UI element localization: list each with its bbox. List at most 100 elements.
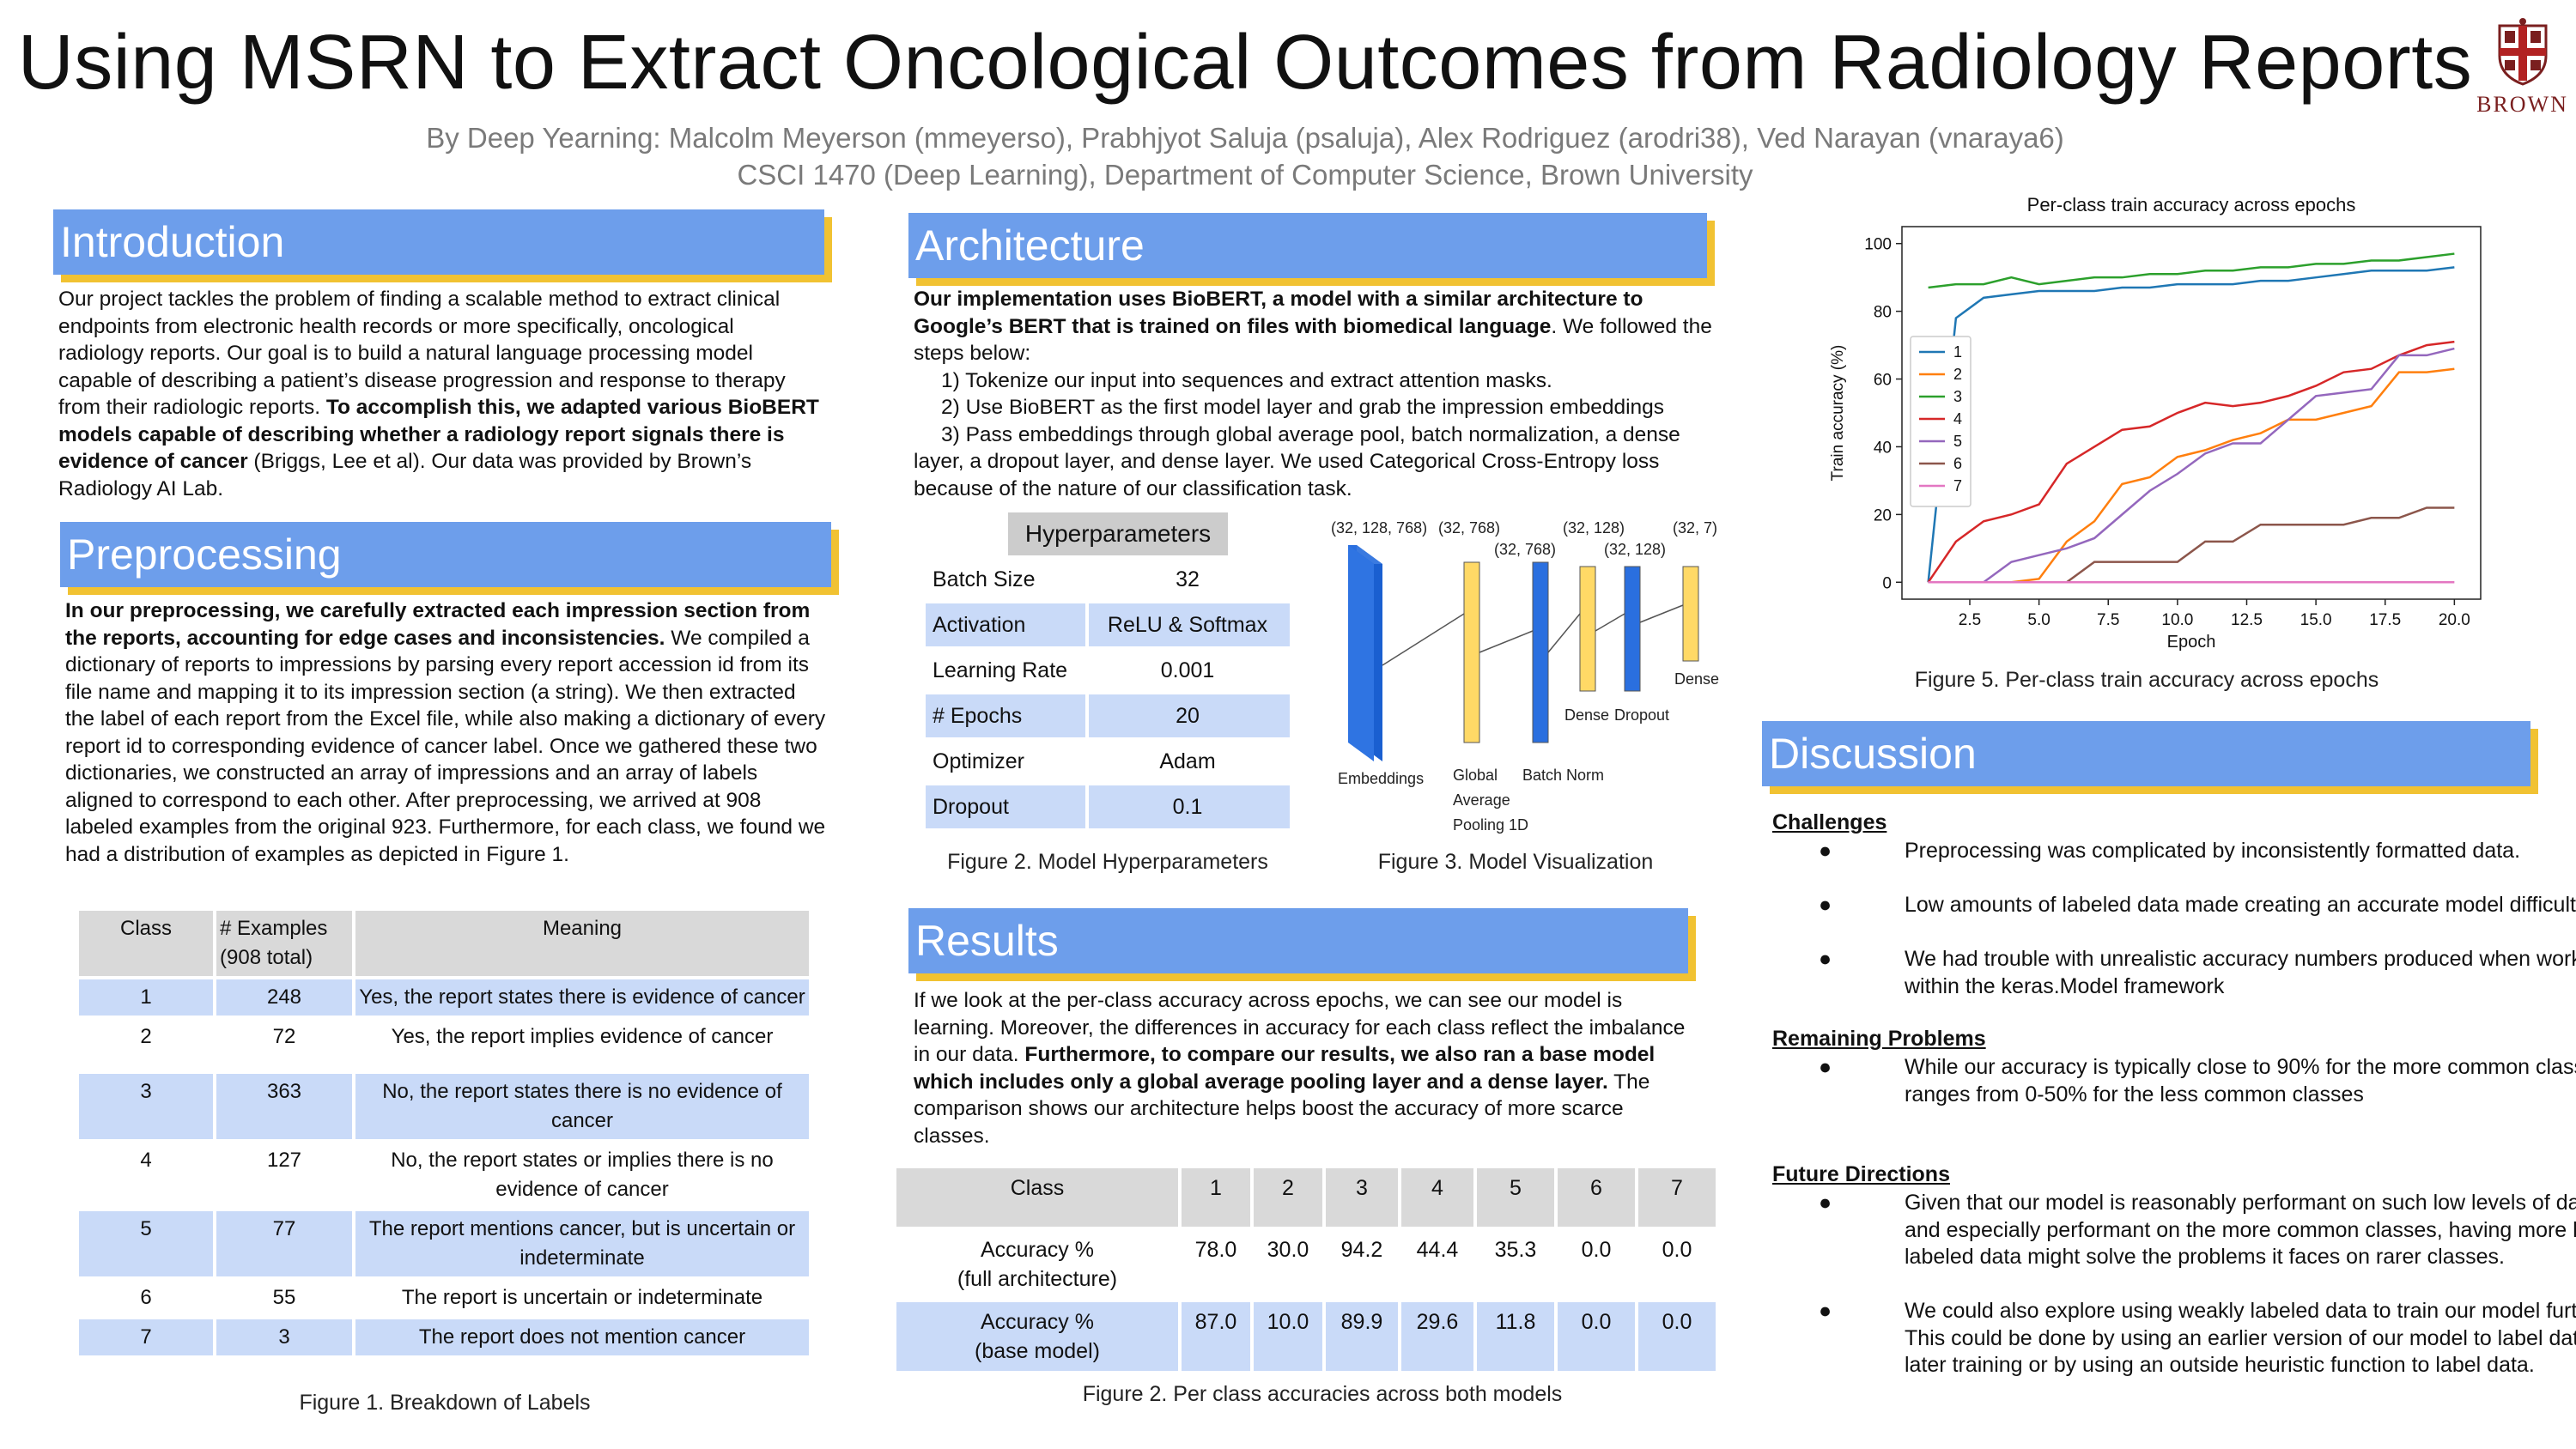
layer-label-pooling: Pooling 1D [1453,816,1528,834]
hp-value-bg [1089,603,1290,646]
intro-text-1: Our project tackles the problem of findi… [58,288,786,419]
results-text-bold: Furthermore, to compare our results, we … [914,1043,1656,1094]
hp-key-bg [926,785,1085,828]
meaning-cell: The report mentions cancer, but is uncer… [355,1211,809,1276]
table-row: Activation ReLU & Softmax [926,603,1290,646]
legend-label: 2 [1953,366,1962,383]
shape-label: (32, 128) [1604,541,1666,558]
poster-title: Using MSRN to Extract Oncological Outcom… [17,20,2473,106]
series-lines [1927,252,2455,584]
legend-label: 3 [1953,388,1962,405]
row-label: Accuracy % (full architecture) [896,1230,1178,1299]
series-line-2 [1928,367,2455,584]
class-cell: 5 [79,1211,213,1276]
architecture-text: Our implementation uses BioBERT, a model… [914,286,1712,502]
accuracy-cell: 94.2 [1340,1238,1383,1262]
meaning-cell: The report does not mention cancer [355,1319,809,1355]
class-header: 5 [1477,1168,1554,1227]
layer-label-average: Average [1453,791,1510,809]
brown-logo: BROWN [2473,17,2572,118]
accuracy-cell: 89.9 [1326,1302,1398,1371]
connector-line [1479,630,1534,653]
preprocessing-text: In our preprocessing, we carefully extra… [65,597,829,868]
figure-5-caption: Figure 5. Per-class train accuracy acros… [1914,668,2379,692]
series-line-3 [1928,252,2455,289]
table-row: 6 55 The report is uncertain or indeterm… [79,1280,809,1316]
results-header: Results [908,908,1688,973]
meaning-cell: No, the report states there is no eviden… [355,1074,809,1139]
hp-value-bg [1089,694,1290,737]
meaning-cell: Yes, the report implies evidence of canc… [391,1025,774,1048]
class-header: 6 [1558,1168,1635,1227]
layer-label-embeddings: Embeddings [1338,770,1424,787]
bullet-icon: ● [1819,839,1832,863]
hp-table-header: Hyperparameters [1008,512,1228,555]
legend: 1 2 3 4 5 6 7 [1919,343,1962,494]
embeddings-block [1348,545,1374,761]
preprocessing-header: Preprocessing [60,522,831,587]
discussion-header: Discussion [1762,721,2530,786]
series-line-1 [1927,266,2455,583]
y-tick-label: 100 [1864,236,1892,254]
meaning-cell: No, the report states or implies there i… [391,1149,774,1201]
chart-title: Per-class train accuracy across epochs [2027,194,2356,215]
arch-step-3: 3) Pass embeddings through global averag… [914,422,1680,500]
legend-label: 1 [1953,343,1962,361]
results-text-1: If we look at the per-class accuracy acr… [914,989,1686,1066]
table-row: Optimizer Adam [926,740,1290,783]
connector-line [1595,613,1625,632]
remaining-problems-heading: Remaining Problems [1772,1027,1986,1051]
class-cell: 6 [140,1286,152,1309]
plot-frame [1901,226,2482,600]
layer-label-output-dense: Dense [1674,670,1719,688]
brown-shield-icon [2498,18,2547,86]
y-tick-label: 40 [1874,439,1892,457]
prep-text: We compiled a dictionary of reports to i… [65,626,826,866]
hp-key: Learning Rate [933,658,1068,682]
figure-2b-caption: Figure 2. Per class accuracies across bo… [1082,1382,1563,1406]
y-tick-label: 20 [1874,506,1892,524]
list-item-text: We had trouble with unrealistic accuracy… [1905,947,2576,998]
hp-key: Dropout [933,795,1009,819]
table-row: Accuracy % (base model) 87.0 10.0 89.9 29… [896,1302,1716,1371]
count-cell: 127 [266,1149,302,1172]
hp-value: 0.001 [1160,658,1215,682]
arch-step-2: 2) Use BioBERT as the first model layer … [941,396,1665,419]
x-axis-label: Epoch [2167,633,2216,652]
dropout-layer [1624,566,1641,692]
hp-key-bg [926,694,1085,737]
shape-label: (32, 128, 768) [1331,519,1427,537]
bullet-icon: ● [1819,1191,1832,1215]
x-tick-label: 17.5 [2369,611,2401,629]
list-item: ● While our accuracy is typically close t… [1819,1054,2576,1137]
accuracy-cell: 0.0 [1662,1238,1692,1262]
layer-label-dense: Dense [1564,706,1609,724]
hp-key-bg [926,603,1085,646]
y-axis: 0 20 40 60 80 100 [1864,236,1902,592]
batch-norm-layer [1532,561,1549,743]
list-item-text: While our accuracy is typically close to… [1905,1055,2576,1106]
column-header-class: Class [896,1168,1178,1227]
table-row: Batch Size 32 [926,558,1290,601]
row-label-line-2: (base model) [975,1339,1100,1363]
class-header: 4 [1401,1168,1473,1227]
count-cell: 55 [272,1286,296,1309]
intro-text-bold: To accomplish this, we adapted various B… [58,396,819,473]
bullet-icon: ● [1819,1055,1832,1079]
results-text-2: The comparison shows our architecture he… [914,1070,1650,1148]
class-header: 2 [1254,1168,1322,1227]
list-item: ● We had trouble with unrealistic accurac… [1819,946,2576,1001]
list-item: ● Preprocessing was complicated by incons… [1819,838,2559,893]
class-cell: 1 [79,979,213,1016]
results-header-row: Class 1 2 3 4 5 6 7 [896,1168,1716,1227]
x-tick-label: 5.0 [2027,611,2050,629]
figure-1-caption: Figure 1. Breakdown of Labels [299,1391,591,1415]
bullet-icon: ● [1819,947,1832,971]
architecture-header: Architecture [908,213,1707,278]
list-item-text: We could also explore using weakly label… [1905,1299,2576,1377]
accuracy-cell: 35.3 [1494,1238,1537,1262]
hp-value: 0.1 [1172,795,1203,819]
column-header-class: Class [79,911,213,976]
arch-step-3-wrap: 3) Pass embeddings through global averag… [914,421,1712,503]
y-tick-label: 0 [1882,574,1892,592]
